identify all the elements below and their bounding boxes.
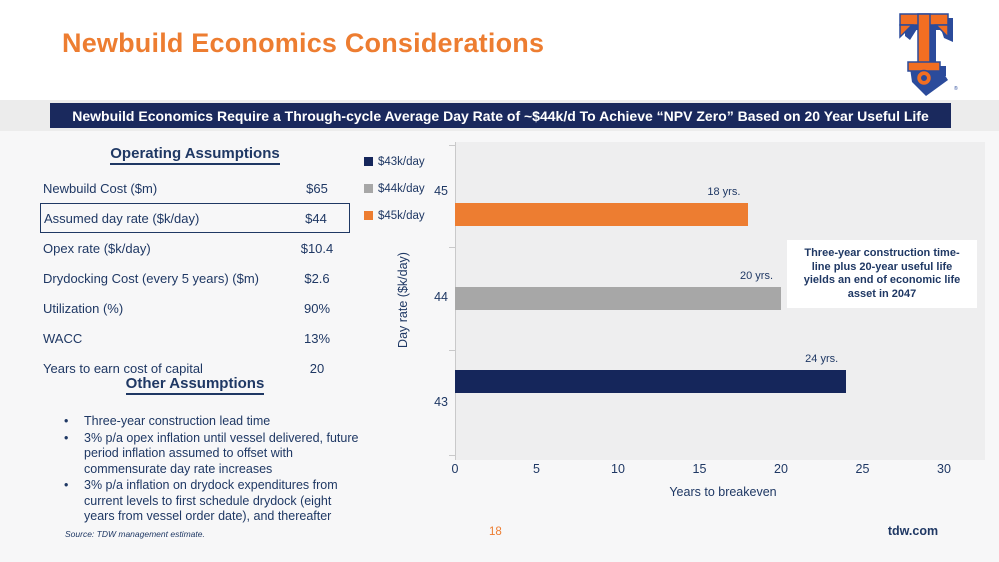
bar-data-label: 18 yrs. — [707, 186, 741, 198]
y-tick-label: 43 — [434, 395, 448, 409]
legend-swatch — [364, 184, 373, 193]
y-tick-mark — [449, 455, 456, 456]
row-value: 13% — [303, 330, 331, 346]
row-value: $2.6 — [304, 270, 330, 286]
row-label: Utilization (%) — [43, 300, 124, 316]
legend-swatch — [364, 211, 373, 220]
legend-item: $43k/day — [364, 148, 425, 175]
website-link: tdw.com — [887, 524, 939, 538]
table-row: Opex rate ($k/day) $10.4 — [40, 233, 350, 263]
x-tick-label: 5 — [533, 462, 540, 476]
breakeven-bar-chart: Day rate ($k/day) $43k/day $44k/day $45k/d… — [360, 140, 999, 510]
chart-legend: $43k/day $44k/day $45k/day — [364, 148, 425, 229]
list-item: 3% p/a opex inflation until vessel deliv… — [60, 431, 365, 478]
registered-trademark: ® — [954, 86, 958, 92]
annotation-line: yields an end of economic life — [803, 274, 961, 286]
operating-assumptions-heading: Operating Assumptions — [40, 145, 350, 165]
row-label: Newbuild Cost ($m) — [43, 180, 158, 196]
other-assumptions-list: Three-year construction lead time3% p/a … — [60, 414, 365, 526]
row-label: Opex rate ($k/day) — [43, 240, 151, 256]
legend-label: $45k/day — [378, 209, 425, 222]
table-row: Years to earn cost of capital 20 — [40, 353, 350, 383]
chart-annotation: Three-year construction time-line plus 2… — [787, 240, 977, 308]
row-label: Drydocking Cost (every 5 years) ($m) — [43, 270, 259, 286]
x-tick-label: 10 — [611, 462, 625, 476]
table-row: Assumed day rate ($k/day) $44 — [40, 203, 350, 233]
bar-43kday — [455, 370, 847, 393]
list-item: 3% p/a inflation on drydock expenditures… — [60, 478, 365, 525]
y-tick-label: 45 — [434, 184, 448, 198]
row-label: Years to earn cost of capital — [43, 360, 203, 376]
table-row: Drydocking Cost (every 5 years) ($m) $2.6 — [40, 263, 350, 293]
legend-item: $44k/day — [364, 175, 425, 202]
x-tick-label: 15 — [692, 462, 707, 476]
page-number: 18 — [489, 526, 502, 538]
table-row: WACC 13% — [40, 323, 350, 353]
bar-45kday — [455, 203, 749, 226]
y-tick-mark — [449, 247, 456, 248]
x-axis-title: Years to breakeven — [669, 485, 777, 499]
row-value: 90% — [303, 300, 331, 316]
row-value: $65 — [306, 180, 328, 196]
x-tick-label: 0 — [451, 462, 459, 476]
x-tick-label: 25 — [855, 462, 870, 476]
legend-item: $45k/day — [364, 202, 425, 229]
row-value: 20 — [309, 360, 325, 376]
legend-label: $44k/day — [378, 182, 425, 195]
legend-swatch — [364, 157, 373, 166]
row-value: $44 — [305, 210, 327, 226]
bar-44kday — [455, 287, 781, 310]
table-row: Utilization (%) 90% — [40, 293, 350, 323]
list-item: Three-year construction lead time — [60, 414, 365, 430]
x-tick-label: 30 — [937, 462, 951, 476]
x-tick-label: 20 — [774, 462, 788, 476]
legend-label: $43k/day — [378, 155, 425, 168]
bar-data-label: 20 yrs. — [739, 270, 773, 282]
annotation-line: Three-year construction time- — [804, 247, 960, 259]
annotation-line: line plus 20-year useful life — [811, 260, 953, 273]
row-label: Assumed day rate ($k/day) — [44, 210, 200, 226]
bar-data-label: 24 yrs. — [805, 353, 839, 365]
table-row: Newbuild Cost ($m) $65 — [40, 173, 350, 203]
tidewater-anchor-logo-icon — [899, 13, 953, 96]
source-note: Source: TDW management estimate. — [65, 529, 205, 539]
y-tick-mark — [449, 145, 456, 146]
y-tick-label: 44 — [434, 290, 448, 304]
row-label: WACC — [43, 330, 83, 346]
annotation-line: asset in 2047 — [847, 287, 917, 300]
key-message-banner: Newbuild Economics Require a Through-cyc… — [50, 103, 951, 128]
page-title: Newbuild Economics Considerations — [62, 28, 545, 58]
y-tick-mark — [449, 350, 456, 351]
operating-assumptions-table: Newbuild Cost ($m) $65 Assumed day rate ($… — [40, 173, 350, 383]
other-assumptions-heading: Other Assumptions — [40, 375, 350, 395]
row-value: $10.4 — [300, 240, 334, 256]
